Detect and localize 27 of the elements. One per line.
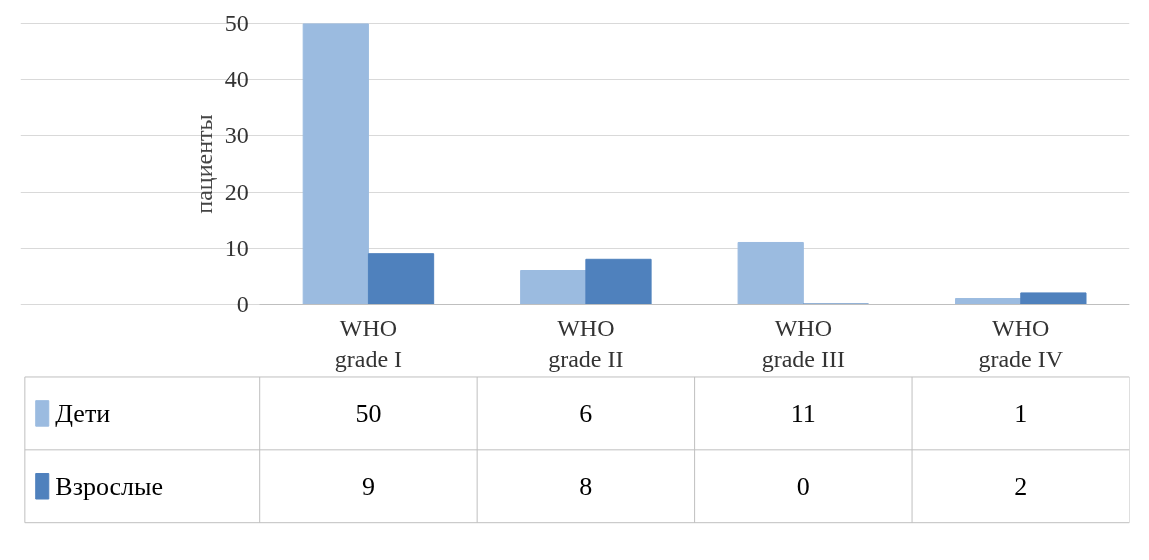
data-label: 2 [1014, 471, 1028, 501]
y-tick-label: 40 [224, 66, 249, 93]
data-label: 11 [790, 398, 816, 428]
x-tick-label: WHO grade II [548, 315, 624, 373]
y-tick-label: 20 [224, 178, 249, 205]
y-tick-label: 0 [236, 290, 249, 317]
data-label: 0 [796, 471, 810, 501]
bar [367, 253, 435, 305]
data-label: 50 [355, 398, 382, 428]
data-label: 8 [579, 471, 593, 501]
data-label: 6 [579, 398, 593, 428]
y-tick-label: 50 [224, 10, 249, 37]
bar [585, 258, 652, 305]
y-tick-label: 30 [224, 122, 249, 149]
x-tick-label: WHO grade III [761, 315, 845, 373]
x-tick-label: WHO grade I [334, 315, 403, 373]
bar [302, 23, 369, 305]
bar [520, 270, 587, 305]
bar [737, 241, 804, 305]
bar [1020, 292, 1087, 305]
y-axis-title: пациенты [190, 114, 217, 214]
data-label: 1 [1014, 398, 1028, 428]
x-tick-label: WHO grade IV [978, 315, 1064, 373]
legend-label: Взрослые [55, 471, 164, 501]
data-label: 9 [361, 471, 375, 501]
y-tick-label: 10 [224, 234, 249, 261]
legend-label: Дети [55, 398, 111, 428]
